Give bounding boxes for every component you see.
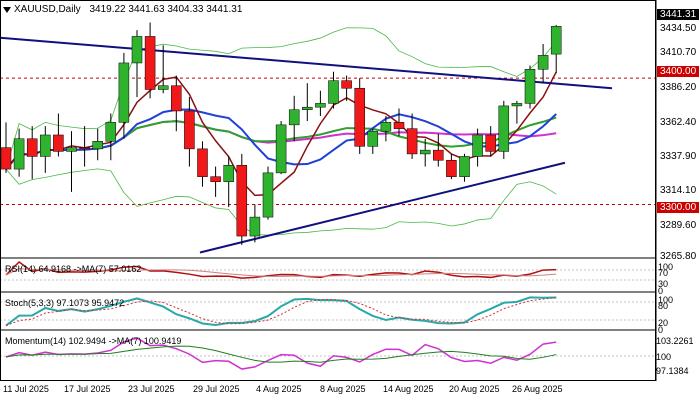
price-tick: 3289.60 [660,220,697,231]
candle-body [184,110,195,150]
price-tick: 3362.40 [660,117,697,128]
panel-frames [0,0,657,381]
sub-indicators [5,261,557,370]
price-tick: 3265.80 [660,251,697,262]
candle-body [118,62,130,123]
candle-body [485,134,496,152]
rsi-label: RSI(14) 64.9168 ->MA(7) 57.0162 [5,264,142,274]
candle-body [419,149,431,155]
date-tick: 29 Jul 2025 [193,384,240,394]
price-tick: 3410.70 [660,47,697,58]
candle-body [262,172,274,218]
candle-body [210,176,221,182]
momentum-axis-tick: 103.2261 [656,336,694,346]
candle-body [433,149,444,161]
candle-body [498,105,510,152]
candle-body [537,55,549,70]
level-3300-tag: 3300.00 [657,202,700,213]
upper-band-line [5,27,557,170]
horizontal-levels [0,77,656,205]
momentum-line [5,337,557,370]
stoch-main-line [5,296,557,327]
candle-body [302,106,313,110]
candle-body [13,138,25,170]
ascending-trendline [199,161,566,254]
price-tick: 3434.50 [660,23,697,34]
candle-body [550,26,562,55]
rsi-axis-tick: 70 [658,268,669,278]
candle-body [341,80,352,89]
candle-body [66,147,77,152]
candle-body [105,122,117,142]
candle-body [511,103,523,107]
symbol-name: XAUUSD,Daily [14,4,81,15]
rsi-axis-tick: 30 [658,279,669,289]
candle-body [236,165,248,237]
candle-body [40,134,51,157]
stoch-label: Stoch(5,3,3) 97.1073 95.9472 [5,298,125,308]
candle-body [328,80,339,104]
price-tick: 3314.10 [660,185,697,196]
candle-body [249,216,261,237]
date-tick: 11 Jul 2025 [3,384,49,394]
level-3400-tag: 3400.00 [657,66,700,77]
candle-body [171,85,182,112]
symbol-dropdown-icon[interactable] [3,7,11,13]
momentum-label: Momentum(14) 102.9494 ->MA(7) 100.9419 [5,336,182,346]
stoch-signal-line [5,297,557,327]
candle-body [406,128,418,155]
momentum-axis-tick: 97.1384 [656,366,689,376]
price-tick: 3337.90 [660,151,697,162]
candle-body [380,122,392,132]
symbol-label: XAUUSD,Daily 3419.22 3441.63 3404.33 344… [14,4,242,15]
lower-band-line [5,168,557,236]
candle-body [144,36,156,90]
candle-body [131,36,143,64]
ohlc-values: 3419.22 3441.63 3404.33 3441.31 [89,4,243,15]
candle-body [26,138,38,157]
descending-trendline [0,36,613,90]
date-tick: 14 Aug 2025 [383,384,434,394]
stoch-axis-tick: 0 [658,325,664,335]
date-tick: 23 Jul 2025 [128,384,175,394]
stoch-axis-tick: 100 [658,295,674,305]
candle-body [393,122,405,129]
candle-body [275,124,287,174]
candle-body [288,109,300,126]
candle-body [459,156,470,177]
momentum-ma-line [5,345,557,363]
candle-body [79,147,90,150]
candle-body [354,87,365,147]
candle-body [0,147,12,170]
momentum-axis-tick: 100 [656,352,672,362]
date-tick: 4 Aug 2025 [256,384,302,394]
candle-body [524,69,536,104]
candle-body [446,159,457,177]
candle-body [223,165,234,182]
rsi-axis-tick: 0 [658,286,664,296]
candle-body [367,130,379,147]
date-tick: 26 Aug 2025 [512,384,563,394]
current-price-tag: 3441.31 [657,9,700,20]
candles [0,22,562,245]
stoch-axis-tick: 20 [658,318,669,328]
date-tick: 20 Aug 2025 [449,384,500,394]
candle-body [315,103,326,108]
candle-body [197,148,208,177]
price-tick: 3386.20 [660,82,697,93]
candle-body [472,134,483,157]
candle-body [53,134,64,152]
date-tick: 17 Jul 2025 [64,384,111,394]
rsi-line [5,261,557,279]
rsi-ma-line [5,267,557,277]
rsi-axis-tick: 100 [658,262,674,272]
stoch-axis-tick: 80 [658,301,669,311]
candle-body [92,141,103,150]
date-tick: 8 Aug 2025 [320,384,366,394]
candle-body [157,85,169,90]
